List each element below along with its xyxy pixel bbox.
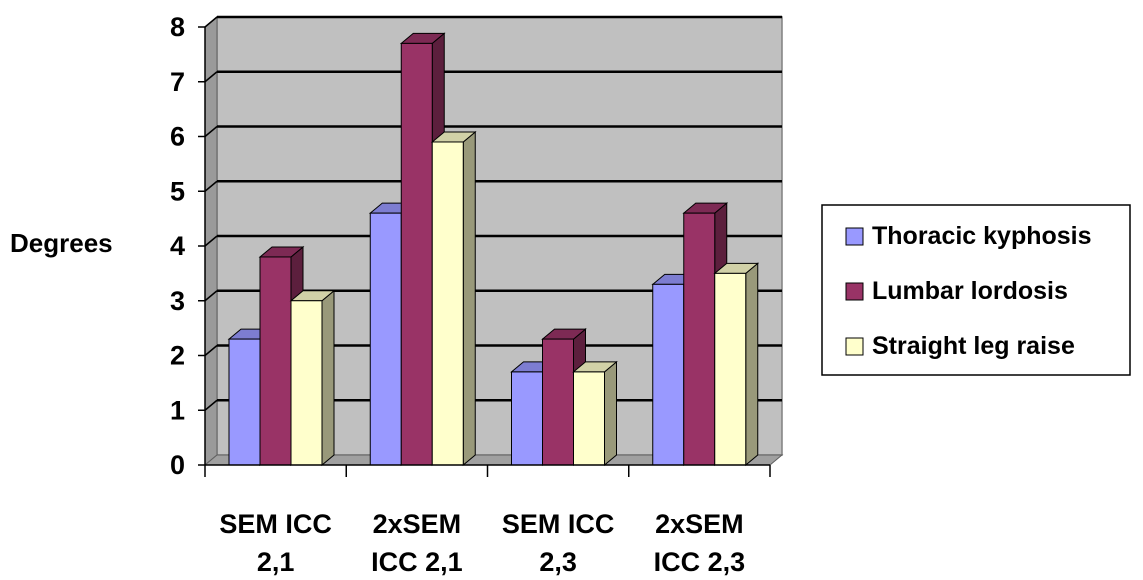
gridline-side [204, 344, 218, 357]
bar-front [511, 371, 543, 466]
category-labels: SEM ICC 2,1 2xSEM ICC 2,1 SEM ICC 2,3 2xSEM ICC… [219, 509, 745, 577]
y-tick-label: 0 [170, 450, 185, 480]
gridline-side [204, 290, 218, 302]
y-tick-label: 5 [170, 176, 185, 206]
y-tick-label: 4 [170, 231, 185, 261]
legend: Thoracic kyphosis Lumbar lordosis Straight… [821, 204, 1131, 376]
bar-front [290, 300, 323, 466]
y-tick-label: 3 [170, 286, 185, 316]
gridline-side [204, 16, 218, 28]
bar-front [431, 141, 464, 466]
bar-front [228, 338, 261, 466]
bars [227, 32, 760, 467]
bar-front [573, 371, 605, 466]
bar-front [683, 212, 716, 466]
gridline-side [204, 235, 218, 247]
bar-front [542, 338, 574, 466]
bar-front [652, 283, 685, 466]
legend-label: Lumbar lordosis [872, 277, 1068, 305]
y-tick-labels: 0 1 2 3 4 5 6 7 8 [170, 12, 185, 480]
x-tick-label: 2xSEM ICC 2,1 [371, 509, 463, 577]
bar-straight-leg-raise [430, 130, 477, 467]
bar-straight-leg-raise [289, 289, 336, 467]
legend-label: Thoracic kyphosis [872, 222, 1092, 250]
bar-front [259, 256, 292, 466]
legend-swatch [845, 282, 864, 301]
y-tick-label: 6 [170, 122, 185, 152]
bar-side [604, 360, 617, 467]
bar-side [462, 130, 476, 467]
x-tick-label: 2xSEM ICC 2,3 [654, 509, 746, 577]
legend-box [821, 204, 1131, 376]
bar-straight-leg-raise [713, 262, 760, 467]
y-tick-label: 8 [170, 12, 185, 42]
bar-front [400, 42, 433, 466]
gridline-side [204, 71, 218, 83]
gridline-side [204, 125, 218, 138]
y-tick-label: 7 [170, 67, 185, 97]
x-tick-label: SEM ICC 2,3 [502, 509, 615, 577]
gridline-side [204, 399, 218, 411]
bar-side [321, 289, 335, 467]
legend-label: Straight leg raise [872, 332, 1075, 360]
legend-swatch [845, 227, 864, 246]
y-tick-label: 2 [170, 341, 185, 371]
y-axis-title: Degrees [10, 228, 113, 258]
axes [198, 26, 771, 477]
x-tick-label: SEM ICC 2,1 [219, 509, 332, 577]
bar-side [745, 262, 759, 467]
gridline-side [204, 180, 218, 192]
y-tick-label: 1 [170, 395, 185, 425]
bar-front [369, 212, 402, 466]
legend-swatch [845, 337, 864, 356]
bar-straight-leg-raise [572, 360, 618, 467]
bar-front [714, 272, 747, 466]
